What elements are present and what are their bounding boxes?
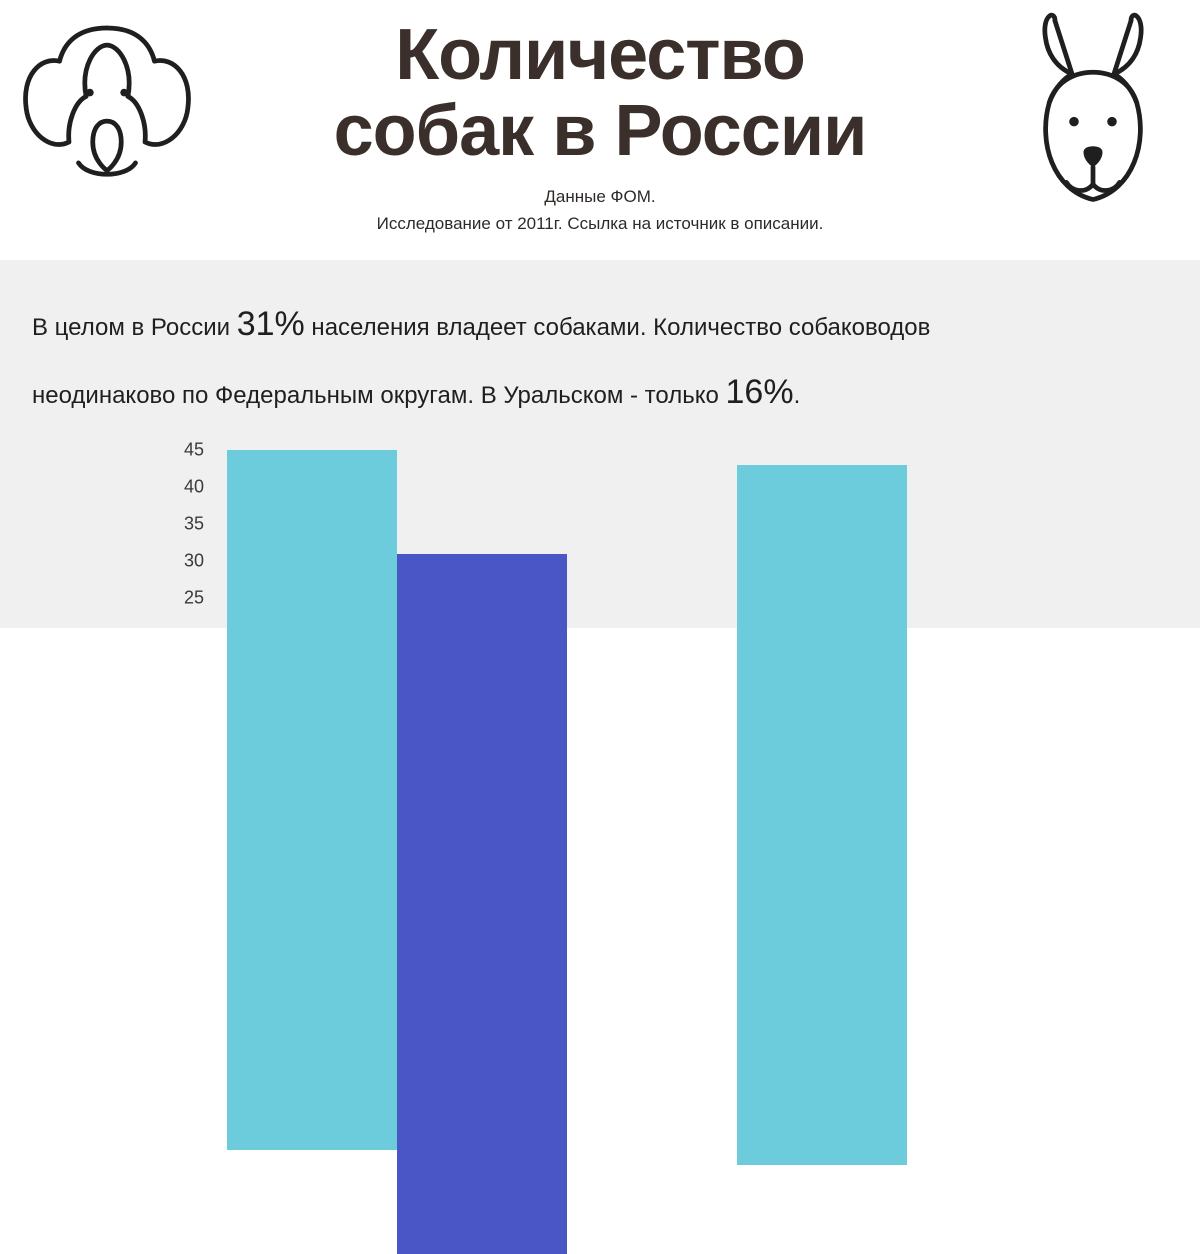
desc-part-1: В целом в России (32, 314, 237, 341)
title-line-1: Количество (395, 15, 805, 95)
y-tick-label: 45 (172, 440, 204, 461)
y-tick-label: 35 (172, 514, 204, 535)
chart-bar (737, 465, 907, 1165)
dog-left-icon (12, 4, 202, 204)
y-tick-label: 30 (172, 551, 204, 572)
desc-part-4: . (794, 382, 801, 409)
body-section: В целом в России 31% населения владеет с… (0, 260, 1200, 628)
header: Количество собак в России Данные ФОМ. Ис… (0, 0, 1200, 260)
desc-pct-1: 31% (237, 305, 305, 343)
title-line-2: собак в России (334, 91, 867, 171)
desc-part-2: населения владеет собаками. Количество с… (305, 314, 931, 341)
bar-chart: 45 40 35 30 25 (172, 440, 1168, 650)
y-tick-label: 40 (172, 477, 204, 498)
dog-right-icon (998, 4, 1188, 224)
y-tick-label: 25 (172, 588, 204, 609)
chart-bar (397, 554, 567, 1254)
desc-pct-2: 16% (726, 373, 794, 411)
desc-part-3: неодинаково по Федеральным округам. В Ур… (32, 382, 726, 409)
chart-bar (227, 450, 397, 1150)
description-text: В целом в России 31% населения владеет с… (32, 290, 1168, 426)
